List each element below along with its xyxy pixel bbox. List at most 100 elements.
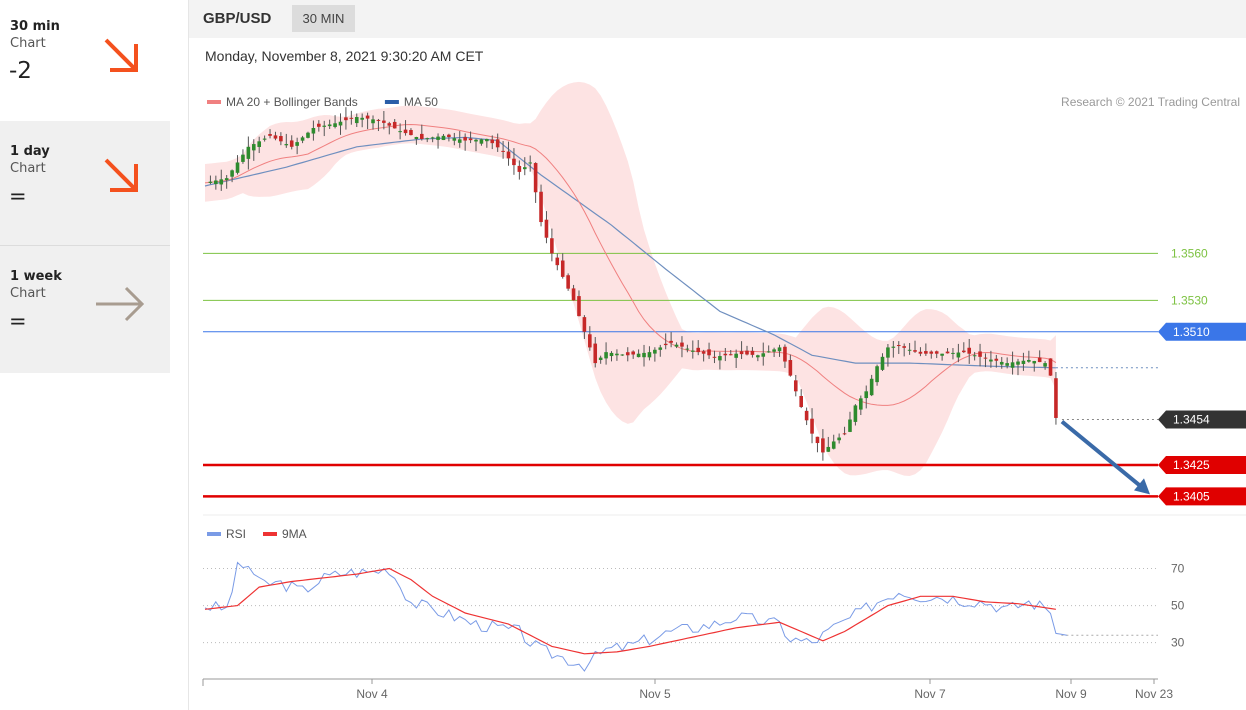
panel-divider — [188, 0, 189, 710]
level-label: 1.3560 — [1171, 246, 1208, 260]
candle-body — [463, 137, 467, 141]
candle-body — [539, 191, 543, 223]
candle-body — [501, 150, 505, 152]
candle-body — [1021, 360, 1026, 364]
signal-period: 30 min — [10, 19, 60, 34]
candle-body — [485, 138, 489, 142]
candle-body — [230, 170, 234, 177]
signal-30min[interactable]: 30 min Chart -2 — [0, 0, 170, 120]
candle-body — [447, 134, 451, 138]
candle-body — [506, 151, 511, 159]
candle-body — [219, 179, 224, 185]
legend-swatch — [207, 100, 221, 104]
candle-body — [707, 349, 711, 356]
candle-body — [777, 347, 782, 352]
candle-body — [745, 350, 749, 355]
candle-body — [625, 352, 630, 356]
candle-body — [701, 351, 706, 354]
bollinger-band — [205, 81, 1056, 477]
candle-body — [420, 133, 424, 139]
signal-label: Chart — [10, 161, 46, 176]
signal-sidebar: 30 min Chart -2 1 day Chart = 1 week Cha… — [0, 0, 170, 373]
candle-body — [289, 140, 294, 147]
candle-body — [826, 446, 831, 452]
candle-body — [766, 351, 771, 353]
divider — [0, 245, 170, 246]
rsi-line — [204, 561, 1067, 672]
candle-body — [517, 165, 522, 172]
candle-body — [728, 354, 733, 356]
legend-swatch — [384, 100, 399, 104]
candle-body — [544, 219, 549, 238]
candle-body — [691, 350, 695, 352]
candle-body — [430, 137, 435, 139]
candle-body — [902, 346, 906, 348]
candle-body — [848, 419, 852, 432]
candle-body — [338, 121, 343, 126]
candle-body — [257, 141, 261, 147]
candle-body — [224, 178, 229, 181]
candle-body — [674, 344, 679, 347]
target-arrow-head — [1134, 478, 1150, 495]
candle-body — [983, 357, 988, 359]
candle-body — [636, 353, 641, 358]
copyright-text: Research © 2021 Trading Central — [1061, 95, 1240, 109]
right-arrow-icon — [96, 286, 145, 322]
candle-body — [1005, 363, 1009, 366]
signal-score: = — [9, 309, 27, 333]
candle-body — [891, 346, 896, 348]
x-tick-label: Nov 4 — [356, 687, 388, 701]
candle-body — [295, 142, 299, 146]
candle-body — [235, 162, 240, 173]
candle-body — [365, 115, 370, 119]
candle-body — [653, 349, 657, 354]
candle-body — [333, 123, 337, 127]
candle-body — [918, 351, 923, 354]
signal-1week[interactable]: 1 week Chart = — [0, 246, 170, 373]
candle-body — [327, 124, 332, 127]
candle-body — [1054, 378, 1058, 418]
candle-body — [598, 357, 603, 360]
candle-body — [620, 354, 625, 356]
signal-label: Chart — [10, 36, 46, 51]
candle-body — [560, 260, 565, 277]
candle-body — [533, 163, 538, 193]
candle-body — [344, 117, 348, 121]
candle-body — [436, 136, 440, 140]
candle-body — [609, 352, 614, 357]
candle-body — [962, 350, 966, 353]
candle-body — [896, 345, 901, 347]
level-tag — [1158, 487, 1246, 506]
ma20-line — [204, 123, 1057, 406]
candle-body — [821, 438, 825, 453]
candle-body — [1032, 361, 1037, 364]
signal-1day[interactable]: 1 day Chart = — [0, 121, 170, 245]
candle-body — [1048, 358, 1053, 376]
candle-body — [669, 340, 673, 343]
signal-score: = — [9, 184, 27, 208]
candle-body — [208, 181, 213, 183]
candle-body — [452, 138, 457, 141]
candle-body — [571, 288, 576, 301]
candle-body — [474, 139, 478, 142]
candle-body — [680, 342, 684, 347]
chart-datetime: Monday, November 8, 2021 9:30:20 AM CET — [205, 48, 484, 64]
rsi-ma-line — [204, 567, 1056, 655]
candle-body — [577, 296, 581, 317]
candle-body — [842, 433, 847, 435]
candle-body — [831, 441, 836, 449]
candle-body — [799, 395, 803, 407]
candle-body — [300, 137, 305, 141]
candle-body — [924, 351, 928, 354]
x-tick-label: Nov 9 — [1055, 687, 1087, 701]
candle-body — [214, 180, 218, 185]
candle-body — [994, 358, 999, 361]
candle-body — [945, 351, 950, 354]
candle-body — [306, 132, 310, 138]
x-tick-label: Nov 7 — [914, 687, 946, 701]
candle-body — [696, 347, 701, 353]
candle-body — [311, 128, 316, 134]
timeframe-badge[interactable]: 30 MIN — [292, 5, 355, 32]
candle-body — [999, 361, 1004, 365]
x-tick-label: Nov 23 — [1135, 687, 1173, 701]
